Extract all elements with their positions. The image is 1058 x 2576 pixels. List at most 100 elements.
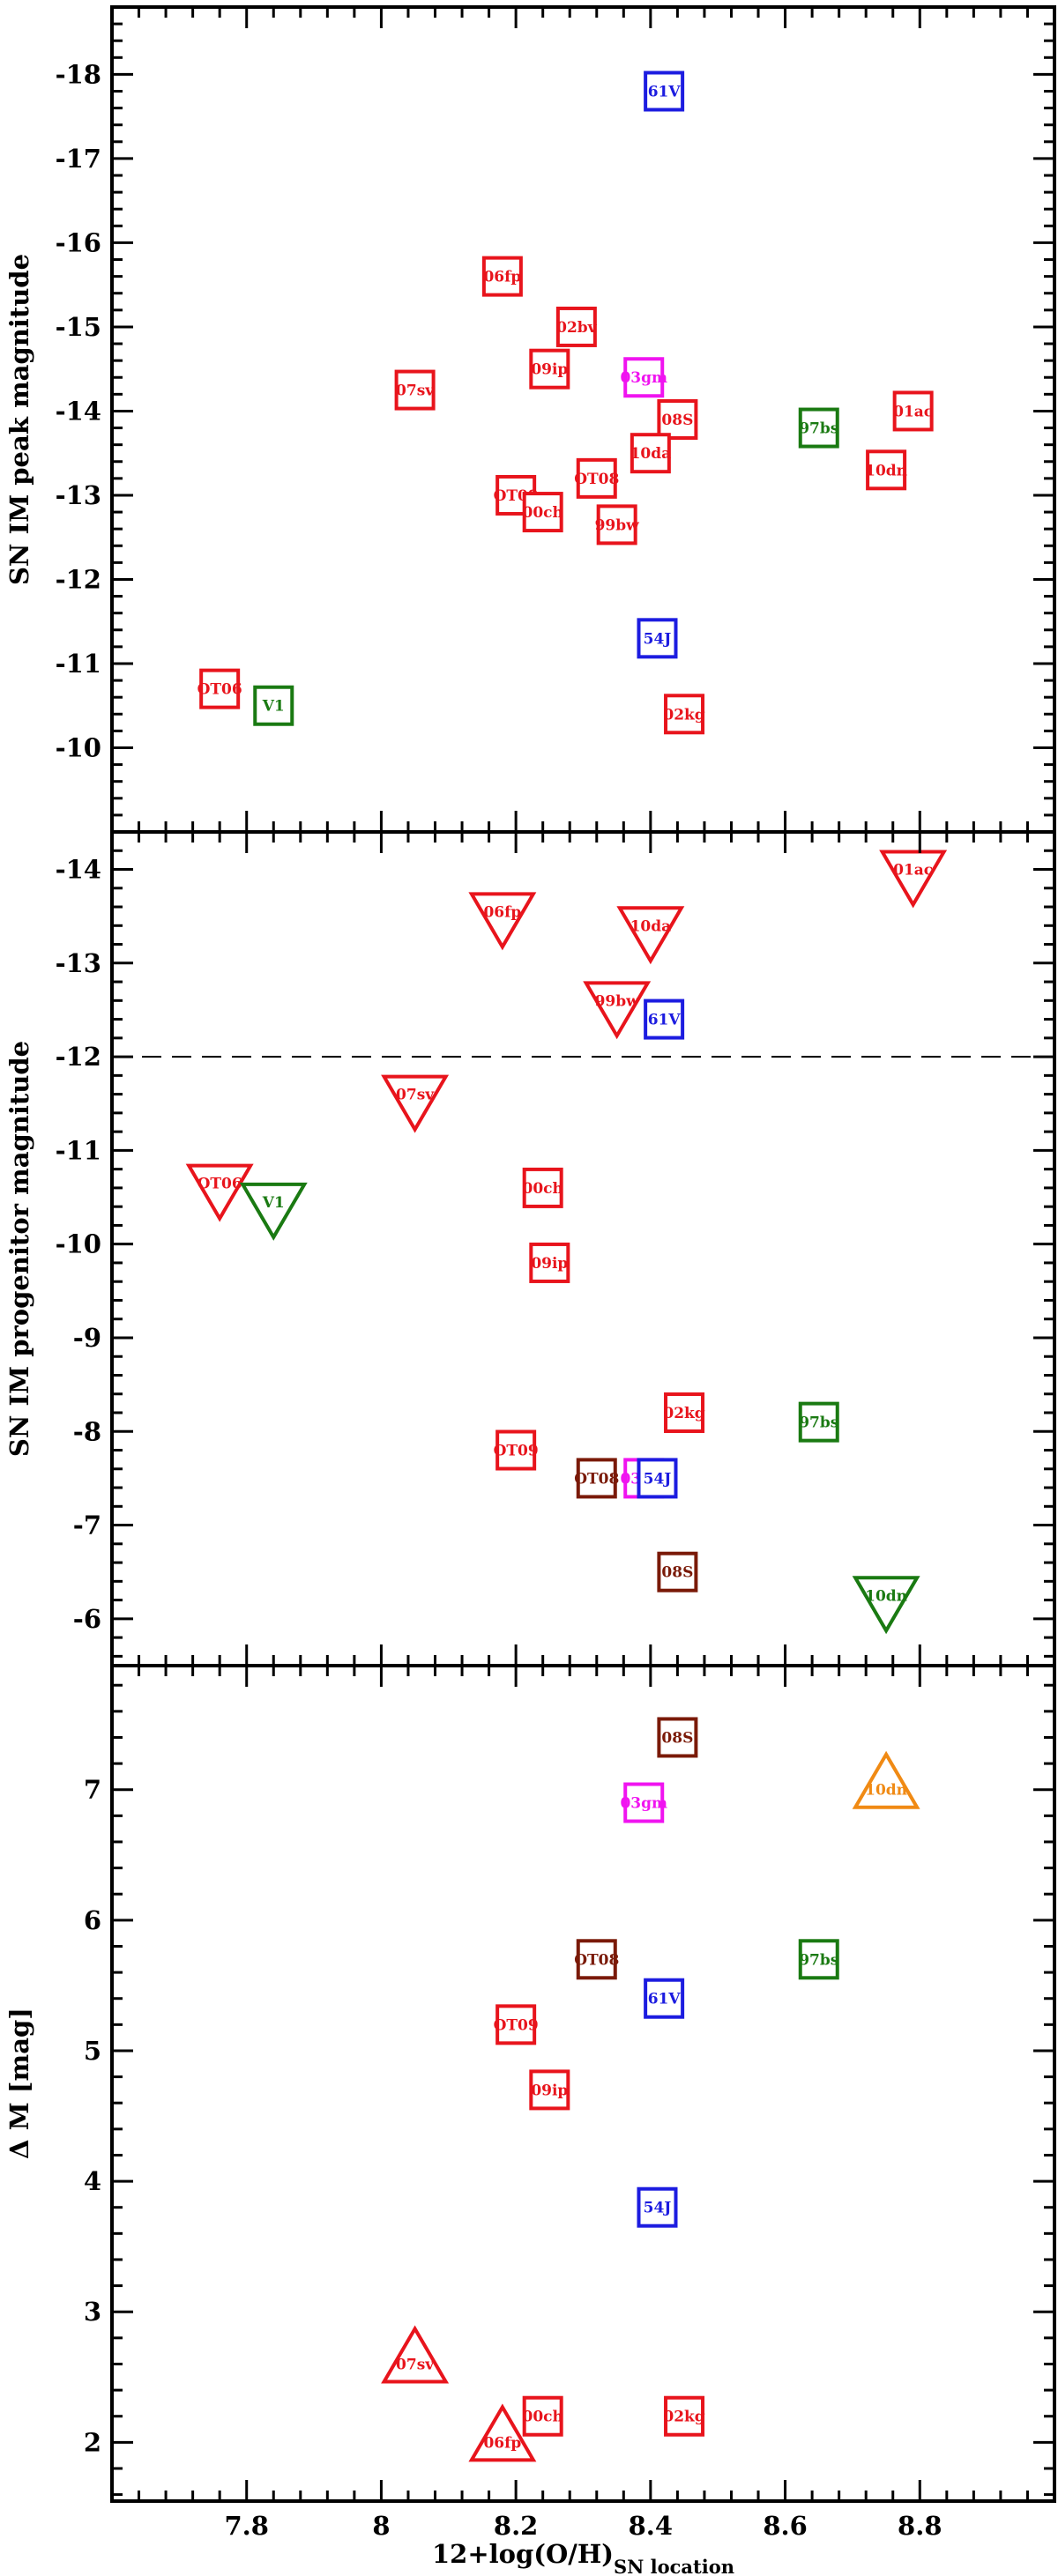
point-07sv: 07sv bbox=[381, 2325, 450, 2384]
point-02kg: 02kg bbox=[663, 1392, 705, 1434]
point-02bv: 02bv bbox=[555, 306, 598, 347]
y-tick-label: -7 bbox=[73, 1511, 101, 1540]
y-tick-label: -8 bbox=[73, 1416, 101, 1446]
panel-delta-ticks: 2 3 4 5 6 7 bbox=[84, 1666, 1056, 2501]
square-marker bbox=[657, 1551, 698, 1592]
y-tick-label: -15 bbox=[56, 312, 101, 342]
point-label: 54J bbox=[644, 630, 672, 648]
point-61v: 61V bbox=[644, 1978, 685, 2019]
y-tick-label: 5 bbox=[84, 2036, 101, 2066]
y-tick-label: -14 bbox=[56, 855, 101, 885]
point-54j: 54J bbox=[637, 2186, 678, 2228]
y-tick-label: -14 bbox=[56, 396, 101, 426]
point-label: 00ch bbox=[522, 1180, 563, 1198]
point-label: 97bs bbox=[799, 420, 838, 438]
point-label: OT09 bbox=[494, 1443, 539, 1460]
point-label: 99bw bbox=[595, 992, 640, 1010]
point-10dn: 10dn bbox=[852, 1750, 920, 1809]
square-marker bbox=[623, 1782, 665, 1823]
point-label: 09ip bbox=[531, 361, 568, 379]
upper-limit-marker bbox=[879, 850, 948, 909]
x-tick-label: 8.8 bbox=[898, 2511, 942, 2541]
upper-limit-marker bbox=[381, 1074, 450, 1133]
point-label: 10dn bbox=[865, 462, 907, 479]
point-label: 08S bbox=[661, 1564, 693, 1582]
point-label: 61V bbox=[648, 1991, 682, 2008]
square-marker bbox=[798, 1401, 839, 1443]
point-99bw: 99bw bbox=[595, 504, 640, 546]
panel-peak-points: 61V 06fp 02bv 09ip 03gm 07sv 01ac 08S 97bs 10da 10… bbox=[197, 71, 934, 735]
panel-delta-frame bbox=[110, 1664, 1056, 2503]
lower-limit-marker bbox=[381, 2325, 450, 2384]
lower-limit-marker bbox=[852, 1750, 920, 1809]
y-tick-label: -13 bbox=[56, 948, 101, 978]
point-label: 10dn bbox=[865, 1587, 907, 1605]
point-97bs: 97bs bbox=[798, 1939, 839, 1980]
panel-delta-points: 08S 10dn 03gm OT08 97bs 61V OT09 09ip 54J 07sv 00c… bbox=[381, 1717, 920, 2462]
x-axis-label-subscript: SN location bbox=[614, 2556, 734, 2576]
square-marker bbox=[596, 504, 637, 546]
point-label: 07sv bbox=[396, 2356, 435, 2373]
point-label: 06fp bbox=[483, 2434, 521, 2452]
square-marker bbox=[630, 433, 671, 474]
point-label: V1 bbox=[262, 698, 285, 716]
point-09ip: 09ip bbox=[529, 1242, 570, 1283]
point-ot06: OT06 bbox=[197, 668, 242, 709]
point-v1: V1 bbox=[239, 1182, 308, 1241]
point-label: 97bs bbox=[799, 1951, 838, 1969]
square-marker bbox=[637, 618, 678, 659]
point-10dn: 10dn bbox=[865, 449, 907, 491]
point-08s: 08S bbox=[657, 1551, 698, 1592]
point-label: 01ac bbox=[893, 403, 933, 420]
square-marker bbox=[495, 2004, 537, 2045]
point-label: 99bw bbox=[595, 516, 640, 534]
y-tick-label: -16 bbox=[56, 227, 101, 257]
y-tick-label: -17 bbox=[56, 144, 101, 174]
point-06fp: 06fp bbox=[481, 256, 523, 297]
square-marker bbox=[664, 1392, 705, 1434]
point-97bs: 97bs bbox=[798, 1401, 839, 1443]
point-ot08: OT08 bbox=[574, 1939, 619, 1980]
point-label: OT06 bbox=[197, 1176, 242, 1193]
point-label: 00ch bbox=[522, 2409, 563, 2426]
y-tick-label: -11 bbox=[56, 649, 101, 679]
square-marker bbox=[866, 449, 907, 491]
point-label: 97bs bbox=[799, 1414, 838, 1432]
y-tick-label: -10 bbox=[56, 1229, 101, 1259]
y-tick-label: -13 bbox=[56, 480, 101, 510]
point-01ac: 01ac bbox=[879, 850, 948, 909]
x-tick-label: 8.2 bbox=[494, 2511, 538, 2541]
square-marker bbox=[555, 306, 597, 347]
point-label: OT09 bbox=[494, 2016, 539, 2034]
point-99bw: 99bw bbox=[583, 981, 652, 1040]
square-marker bbox=[495, 1429, 537, 1471]
point-label: 54J bbox=[644, 2200, 672, 2217]
panel-progenitor-points: 01ac 06fp 10da 99bw 61V 07sv OT06 V1 00ch 09ip 02k… bbox=[185, 850, 948, 1635]
panel-progenitor-magnitude: 01ac 06fp 10da 99bw 61V 07sv OT06 V1 00ch 09ip 02k… bbox=[4, 830, 1056, 1667]
square-marker bbox=[664, 2395, 705, 2437]
square-marker bbox=[644, 71, 685, 112]
point-v1: V1 bbox=[253, 685, 294, 726]
point-10dn: 10dn bbox=[852, 1576, 920, 1635]
square-marker bbox=[529, 348, 570, 390]
upper-limit-marker bbox=[185, 1163, 254, 1222]
point-07sv: 07sv bbox=[381, 1074, 450, 1133]
square-marker bbox=[253, 685, 294, 726]
point-label: OT08 bbox=[574, 1470, 619, 1488]
point-03gm: 03gm bbox=[620, 1782, 667, 1823]
square-marker bbox=[798, 1939, 839, 1980]
point-10da: 10da bbox=[616, 906, 685, 965]
y-tick-label: 7 bbox=[84, 1775, 101, 1805]
upper-limit-marker bbox=[616, 906, 685, 965]
point-61v: 61V bbox=[644, 998, 685, 1040]
point-label: V1 bbox=[262, 1194, 285, 1212]
point-label: 02bv bbox=[556, 319, 598, 337]
square-marker bbox=[576, 1939, 617, 1980]
lower-limit-marker bbox=[468, 2403, 537, 2462]
point-ot08: OT08 bbox=[574, 457, 619, 499]
panel-delta-ylabel: Δ M [mag] bbox=[4, 2008, 34, 2159]
point-ot09: OT09 bbox=[494, 1429, 539, 1471]
point-61v: 61V bbox=[644, 71, 685, 112]
x-tick-label: 8 bbox=[372, 2511, 390, 2541]
point-08s: 08S bbox=[657, 1717, 698, 1758]
